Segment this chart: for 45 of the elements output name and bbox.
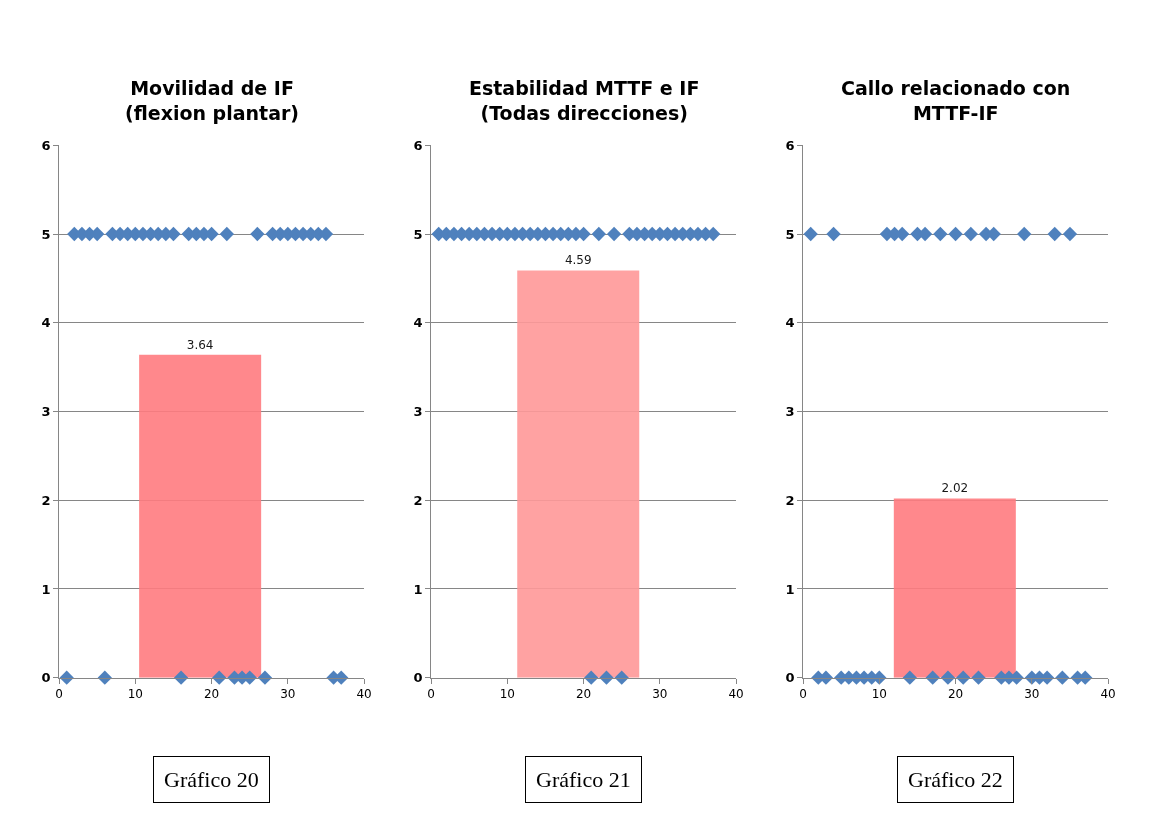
x-tick-label: 0 [427,687,435,702]
x-tick-label: 30 [280,687,296,702]
y-tick-label: 6 [41,137,51,153]
y-tick-label: 1 [41,581,51,597]
x-tick-label: 40 [1100,687,1116,702]
chart-title: Estabilidad MTTF e IF (Todas direcciones) [469,77,700,124]
x-tick-label: 10 [127,687,143,702]
y-tick-label: 1 [785,581,795,597]
text: Gráfico 21 [536,767,631,792]
x-tick-label: 10 [499,687,515,702]
y-tick-label: 2 [413,492,423,508]
y-tick-label: 6 [785,137,795,153]
chart-title: Callo relacionado con MTTF-IF [841,77,1071,124]
chart-title: Movilidad de IF (flexion plantar) [125,77,300,124]
y-tick-label: 1 [413,581,423,597]
x-tick-label: 20 [575,687,592,702]
x-tick-label: 0 [799,687,807,702]
y-tick-label: 4 [785,315,795,331]
data-label: 2.02 [941,481,969,496]
y-tick-label: 5 [785,226,795,242]
text: Gráfico 22 [908,767,1003,792]
x-tick-label: 30 [1024,687,1040,702]
y-tick-label: 0 [41,670,51,686]
y-tick-label: 4 [41,315,51,331]
x-tick-label: 40 [356,687,372,702]
x-tick-label: 0 [55,687,63,702]
y-tick-label: 3 [413,404,423,420]
x-tick-label: 10 [871,687,887,702]
data-label: 4.59 [564,253,592,268]
y-tick-label: 0 [413,670,423,686]
text: Gráfico 20 [164,767,259,792]
x-tick-label: 20 [203,687,220,702]
y-tick-label: 4 [413,315,423,331]
data-label: 3.64 [186,337,214,352]
y-tick-label: 2 [785,492,795,508]
y-tick-label: 5 [41,226,51,242]
y-tick-label: 0 [785,670,795,686]
y-tick-label: 5 [413,226,423,242]
y-tick-label: 6 [413,137,423,153]
x-tick-label: 40 [728,687,744,702]
y-tick-label: 3 [41,404,51,420]
x-tick-label: 30 [652,687,668,702]
y-tick-label: 3 [785,404,795,420]
x-tick-label: 20 [947,687,964,702]
y-tick-label: 2 [41,492,51,508]
